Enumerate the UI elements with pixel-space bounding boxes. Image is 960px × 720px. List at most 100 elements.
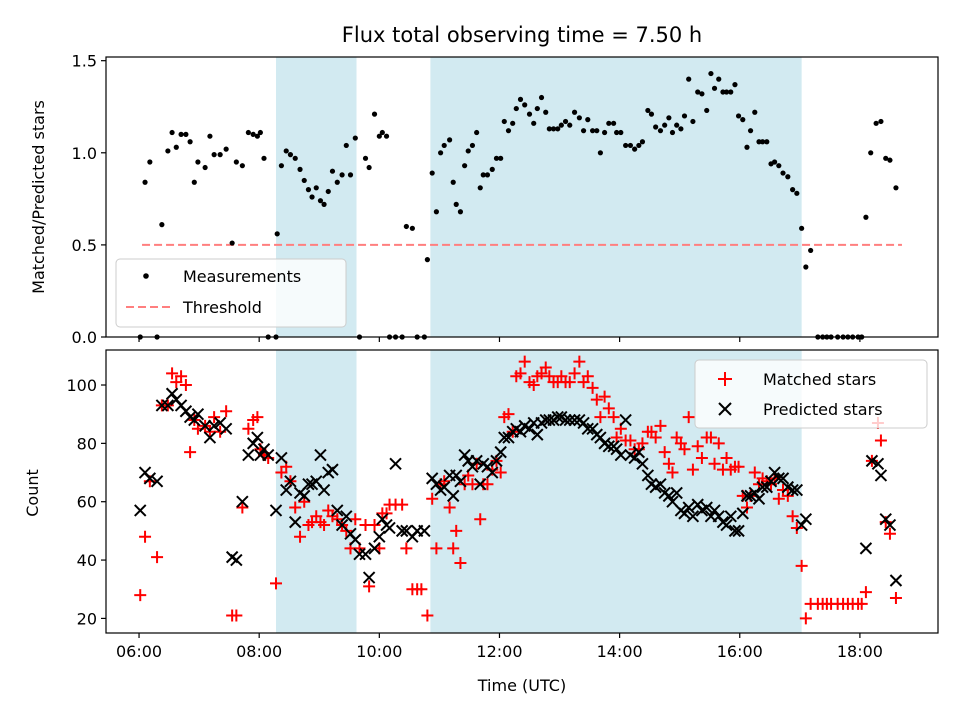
measurement-legend-marker — [143, 273, 149, 279]
measurement-point — [546, 126, 552, 132]
measurement-point — [313, 185, 319, 191]
measurement-point — [480, 172, 486, 178]
x-axis-ticks — [138, 337, 861, 342]
predicted-point — [662, 489, 676, 503]
measurement-point — [623, 142, 629, 149]
measurement-point — [317, 198, 324, 204]
measurement-point — [648, 111, 655, 117]
matched-point — [208, 411, 221, 424]
y-axis-ticks: 20 40 60 80 100 — [66, 376, 106, 628]
matched-point — [396, 498, 409, 511]
measurement-point — [803, 264, 809, 270]
predicted-point — [641, 469, 655, 482]
measurement-point — [329, 168, 336, 174]
predicted-point — [395, 524, 409, 538]
legend: Measurements Threshold — [115, 258, 347, 328]
measurement-point — [690, 118, 696, 125]
measurement-point — [543, 109, 549, 115]
measurement-point — [534, 105, 540, 112]
matched-point — [740, 501, 753, 514]
predicted-point — [261, 448, 275, 462]
measurement-point — [674, 122, 680, 128]
matched-point — [363, 580, 376, 593]
measurement-point — [202, 164, 208, 171]
predicted-point — [740, 489, 754, 503]
measurement-point — [887, 157, 893, 163]
measurement-point — [343, 142, 349, 149]
y-tick-label: 1.0 — [72, 144, 97, 163]
measurement-point — [759, 139, 766, 145]
matched-point — [708, 457, 721, 470]
y-tick-label: 0.5 — [72, 236, 97, 255]
predicted-point — [359, 548, 372, 561]
count-points — [134, 355, 903, 625]
measurement-point — [292, 155, 298, 161]
matched-point — [624, 434, 637, 447]
predicted-point — [490, 454, 503, 468]
measurement-point — [309, 194, 315, 200]
matched-point — [518, 355, 531, 368]
matched-point — [573, 355, 586, 368]
predicted-point — [756, 480, 769, 494]
matched-point — [691, 440, 704, 453]
matched-point — [220, 405, 233, 418]
measurement-point — [261, 155, 267, 161]
measurement-point — [191, 179, 197, 185]
measurement-point — [728, 89, 734, 95]
predicted-point — [450, 469, 463, 482]
measurement-point — [632, 146, 638, 152]
measurement-points — [137, 70, 899, 340]
observing-span — [430, 57, 802, 337]
measurement-point — [695, 89, 701, 95]
measurement-point — [653, 124, 659, 130]
measurement-point — [211, 152, 217, 158]
y-tick-label: 80 — [77, 434, 97, 453]
predicted-point — [302, 477, 315, 491]
matched-point — [704, 431, 717, 444]
predicted-point — [236, 495, 249, 508]
legend-box — [694, 359, 928, 429]
measurement-point — [562, 118, 569, 125]
predicted-point — [198, 419, 212, 433]
y-axis-label: Count — [23, 469, 42, 517]
predicted-point — [246, 437, 260, 450]
predicted-point — [563, 413, 576, 427]
measurement-point — [666, 115, 672, 121]
measurement-point — [662, 122, 668, 128]
matched-point — [294, 530, 307, 543]
predicted-point — [289, 515, 302, 529]
matched-point — [400, 542, 413, 555]
measurement-point — [868, 150, 874, 156]
measurement-point — [287, 152, 294, 158]
predicted-point — [728, 524, 742, 538]
measurement-point — [873, 120, 879, 126]
predicted-point — [498, 431, 511, 444]
predicted-point — [494, 445, 507, 459]
predicted-point — [418, 524, 431, 538]
matched-point — [466, 478, 479, 491]
measurement-point — [699, 91, 705, 97]
measurement-point — [785, 174, 791, 180]
predicted-point — [883, 518, 897, 532]
matched-point — [732, 460, 745, 473]
predicted-point — [752, 492, 766, 506]
matched-point — [251, 411, 264, 424]
matched-point — [426, 492, 439, 505]
matched-point — [230, 609, 243, 622]
matched-point — [450, 524, 463, 537]
predicted-point — [776, 472, 790, 485]
measurement-point — [477, 185, 483, 191]
predicted-point — [430, 477, 443, 491]
measurement-point — [686, 76, 692, 82]
predicted-point — [619, 413, 632, 427]
measurement-point — [678, 126, 684, 132]
measurement-point — [723, 89, 730, 95]
measurement-point — [708, 70, 714, 77]
matched-point — [786, 510, 799, 523]
measurement-point — [305, 187, 312, 193]
predicted-point — [691, 498, 704, 511]
measurement-point — [489, 166, 495, 172]
measurement-point — [283, 148, 289, 154]
predicted-legend-marker — [718, 402, 732, 416]
measurement-point — [441, 142, 447, 149]
